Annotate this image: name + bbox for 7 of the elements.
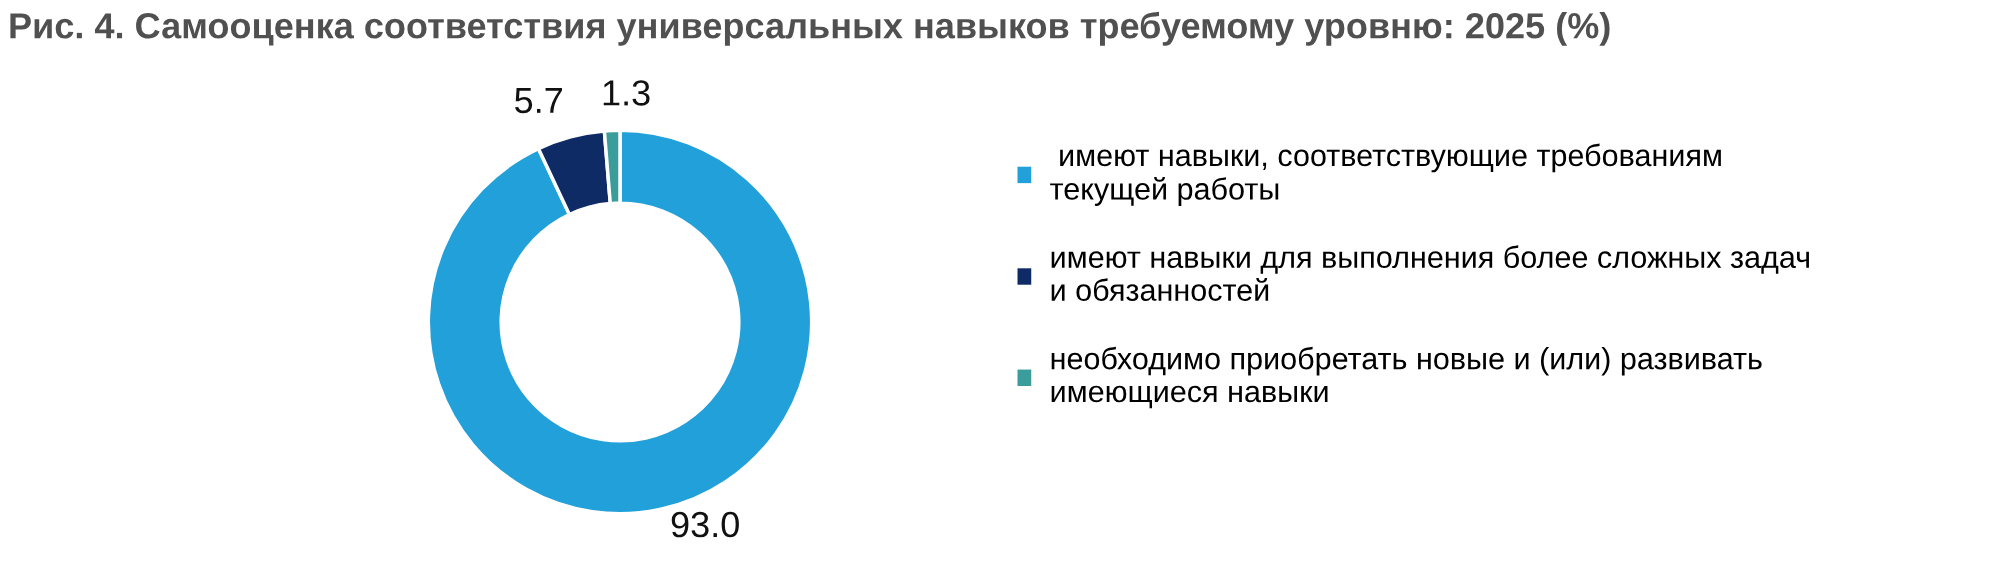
legend-label: имеют навыки для выполнения более сложных задач и обязанностей	[1051, 245, 1809, 301]
legend-label: необходимо приобретать новые и (или) развивать имеющиеся навыки	[1051, 346, 1762, 409]
data-label: 1.3	[603, 80, 650, 106]
data-label: 93.0	[671, 511, 739, 538]
chart-title: Рис. 4. Самооценка соответствия универсальных навыков требуемому уровню: 2025 (%)	[10, 11, 1610, 46]
data-label: 5.7	[515, 87, 562, 114]
legend-label: имеют навыки, соответствующие требованиям текущей работы	[1050, 143, 1721, 206]
